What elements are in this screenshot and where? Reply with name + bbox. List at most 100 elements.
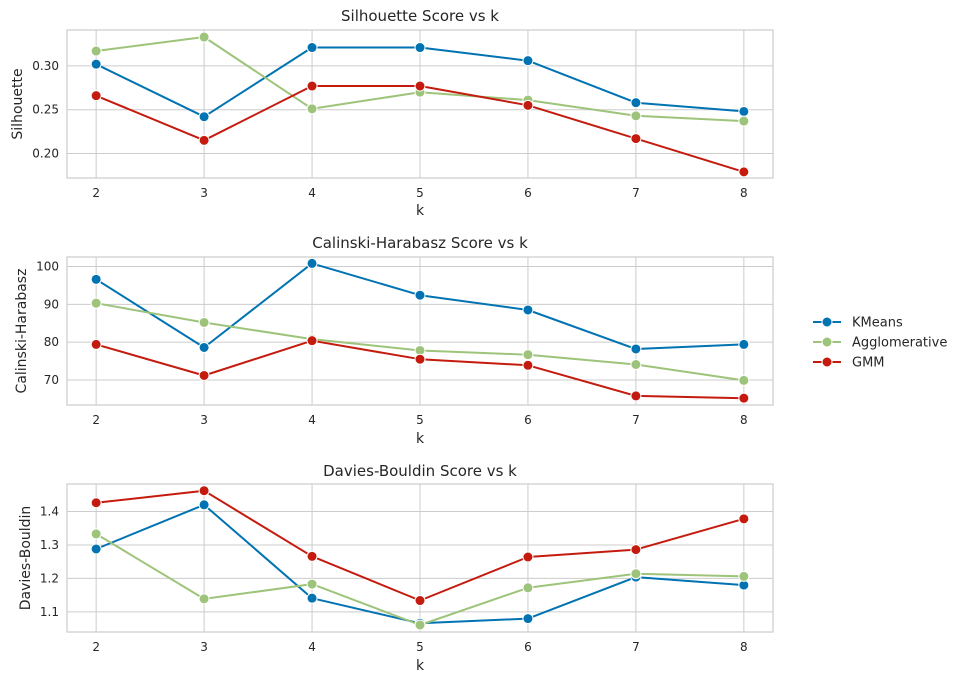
- davies-bouldin-point-gmm: [414, 595, 426, 607]
- legend-label: Agglomerative: [852, 336, 947, 351]
- silhouette-ytick-label: 0.20: [32, 146, 59, 160]
- davies-bouldin-point-gmm: [630, 544, 642, 556]
- davies-bouldin-point-agglomerative: [90, 528, 102, 540]
- silhouette-point-gmm: [90, 90, 102, 102]
- calinski-harabasz-point-agglomerative: [522, 349, 534, 361]
- davies-bouldin-xtick-label: 4: [308, 640, 316, 654]
- davies-bouldin-point-agglomerative: [306, 578, 318, 590]
- davies-bouldin-ytick-label: 1.1: [40, 605, 59, 619]
- legend-label: GMM: [852, 356, 885, 371]
- davies-bouldin-point-gmm: [198, 485, 210, 497]
- calinski-harabasz-xtick-label: 6: [524, 413, 532, 427]
- legend-entry-agglomerative: Agglomerative: [813, 336, 947, 351]
- davies-bouldin-point-gmm: [90, 497, 102, 509]
- calinski-harabasz-ytick-label: 90: [44, 297, 59, 311]
- calinski-harabasz-point-agglomerative: [630, 358, 642, 370]
- davies-bouldin-point-agglomerative: [738, 570, 750, 582]
- davies-bouldin-point-gmm: [522, 551, 534, 563]
- silhouette-xtick-label: 3: [200, 186, 208, 200]
- davies-bouldin-xtick-label: 8: [740, 640, 748, 654]
- calinski-harabasz-series-gmm: [90, 335, 750, 404]
- silhouette-point-agglomerative: [198, 31, 210, 43]
- silhouette-point-gmm: [522, 99, 534, 111]
- silhouette-series-kmeans: [90, 42, 750, 123]
- davies-bouldin-xtick-label: 7: [632, 640, 640, 654]
- silhouette-point-gmm: [738, 166, 750, 178]
- calinski-harabasz-point-kmeans: [630, 343, 642, 355]
- calinski-harabasz-point-gmm: [630, 390, 642, 402]
- calinski-harabasz-point-gmm: [738, 392, 750, 404]
- silhouette-point-kmeans: [306, 42, 318, 54]
- calinski-harabasz-ytick-label: 70: [44, 373, 59, 387]
- calinski-harabasz-plot-frame: [66, 256, 774, 406]
- calinski-harabasz-xtick-label: 5: [416, 413, 424, 427]
- silhouette-point-kmeans: [198, 111, 210, 123]
- silhouette-ytick-label: 0.25: [32, 103, 59, 117]
- calinski-harabasz-ytick-label: 80: [44, 335, 59, 349]
- silhouette-point-gmm: [414, 80, 426, 92]
- calinski-harabasz-point-gmm: [198, 369, 210, 381]
- calinski-harabasz-ylabel: Calinski-Harabasz: [14, 269, 30, 394]
- davies-bouldin-ylabel: Davies-Bouldin: [18, 506, 34, 611]
- silhouette-point-gmm: [630, 133, 642, 145]
- silhouette-xtick-label: 8: [740, 186, 748, 200]
- silhouette-series-agglomerative: [90, 31, 750, 127]
- calinski-harabasz-point-gmm: [522, 359, 534, 371]
- calinski-harabasz-point-agglomerative: [90, 297, 102, 309]
- silhouette-point-kmeans: [90, 58, 102, 70]
- silhouette-point-agglomerative: [738, 115, 750, 127]
- davies-bouldin-point-kmeans: [522, 613, 534, 625]
- silhouette-xtick-label: 5: [416, 186, 424, 200]
- davies-bouldin-point-agglomerative: [630, 568, 642, 580]
- davies-bouldin-point-kmeans: [90, 543, 102, 555]
- silhouette-xtick-label: 7: [632, 186, 640, 200]
- silhouette-xtick-label: 4: [308, 186, 316, 200]
- silhouette-plot-frame: [66, 29, 774, 179]
- silhouette-xtick-label: 2: [92, 186, 100, 200]
- calinski-harabasz-point-kmeans: [90, 273, 102, 285]
- legend-marker-swatch: [821, 316, 833, 328]
- legend-entry-gmm: GMM: [813, 356, 885, 371]
- calinski-harabasz-point-agglomerative: [198, 316, 210, 328]
- davies-bouldin-ytick-label: 1.2: [40, 571, 59, 585]
- silhouette-point-kmeans: [522, 55, 534, 67]
- davies-bouldin-point-gmm: [738, 513, 750, 525]
- silhouette-chart: 2 3 4 5 6 7 8 0.20 0.25 0.30 Silhouette Score vs k…: [10, 7, 774, 219]
- silhouette-point-agglomerative: [90, 45, 102, 57]
- calinski-harabasz-point-kmeans: [522, 304, 534, 316]
- calinski-harabasz-point-gmm: [306, 335, 318, 347]
- silhouette-point-kmeans: [414, 42, 426, 54]
- calinski-harabasz-chart: 2 3 4 5 6 7 8 70 80 90 100 Calinski-Harabasz Score …: [14, 234, 774, 447]
- calinski-harabasz-xlabel: k: [416, 431, 425, 447]
- silhouette-point-gmm: [306, 80, 318, 92]
- legend-marker-swatch: [821, 336, 833, 348]
- davies-bouldin-ytick-label: 1.3: [40, 538, 59, 552]
- silhouette-point-agglomerative: [306, 103, 318, 115]
- silhouette-point-gmm: [198, 134, 210, 146]
- silhouette-point-agglomerative: [630, 110, 642, 122]
- calinski-harabasz-ytick-label: 100: [36, 259, 59, 273]
- silhouette-series-gmm: [90, 80, 750, 178]
- calinski-harabasz-xtick-label: 3: [200, 413, 208, 427]
- davies-bouldin-xtick-label: 2: [92, 640, 100, 654]
- legend-label: KMeans: [852, 316, 903, 331]
- legend-marker-swatch: [821, 356, 833, 368]
- davies-bouldin-point-kmeans: [306, 592, 318, 604]
- silhouette-xtick-label: 6: [524, 186, 532, 200]
- davies-bouldin-xtick-label: 6: [524, 640, 532, 654]
- davies-bouldin-ytick-label: 1.4: [40, 504, 59, 518]
- davies-bouldin-title: Davies-Bouldin Score vs k: [323, 462, 517, 480]
- calinski-harabasz-point-kmeans: [306, 257, 318, 269]
- davies-bouldin-chart: 2 3 4 5 6 7 8 1.1 1.2 1.3 1.4 Davies-Bouldin Score …: [18, 462, 774, 674]
- silhouette-title: Silhouette Score vs k: [341, 7, 499, 25]
- davies-bouldin-plot-frame: [66, 483, 774, 633]
- calinski-harabasz-point-gmm: [90, 338, 102, 350]
- davies-bouldin-point-agglomerative: [198, 593, 210, 605]
- davies-bouldin-series-gmm: [90, 485, 750, 607]
- silhouette-xlabel: k: [416, 203, 425, 219]
- legend: KMeans Agglomerative GMM: [813, 316, 947, 371]
- calinski-harabasz-point-kmeans: [198, 341, 210, 353]
- calinski-harabasz-title: Calinski-Harabasz Score vs k: [312, 234, 528, 252]
- calinski-harabasz-point-agglomerative: [738, 374, 750, 386]
